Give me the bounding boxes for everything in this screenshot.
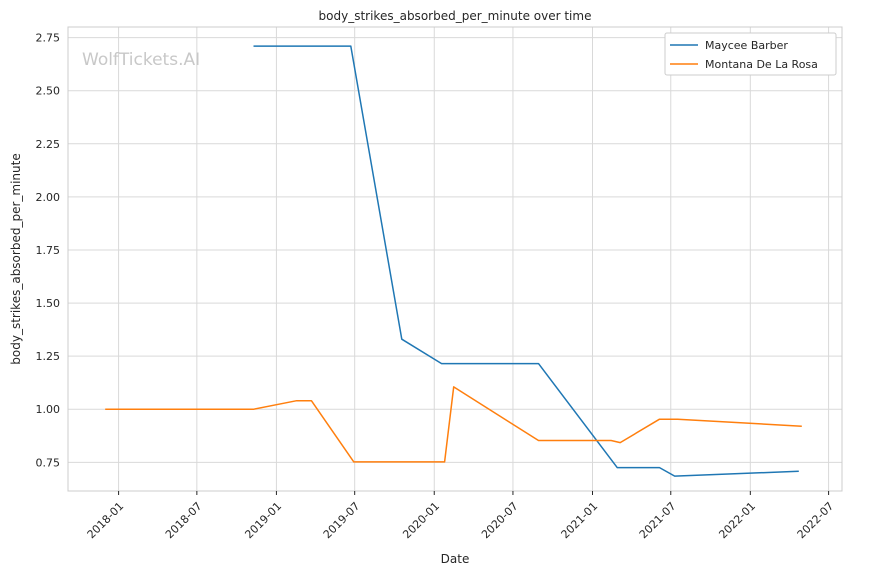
y-tick-label: 1.75	[36, 244, 61, 257]
x-tick-label: 2019-01	[242, 500, 284, 542]
y-tick-label: 1.00	[36, 403, 61, 416]
y-tick-label: 0.75	[36, 456, 61, 469]
series-line-maycee-barber	[253, 45, 799, 477]
x-tick-label: 2019-07	[321, 500, 363, 542]
series-layer	[105, 45, 802, 477]
x-tick-label: 2018-01	[85, 500, 127, 542]
legend-label-montana-de-la-rosa: Montana De La Rosa	[705, 58, 818, 71]
x-tick-label: 2018-07	[163, 500, 205, 542]
y-tick-label: 2.00	[36, 191, 61, 204]
plot-frame	[67, 26, 843, 492]
legend: Maycee Barber Montana De La Rosa	[664, 32, 837, 76]
x-tick-label: 2020-07	[479, 500, 521, 542]
y-tick-label: 2.50	[36, 85, 61, 98]
series-line-montana-de-la-rosa	[105, 386, 802, 463]
y-tick-label: 1.25	[36, 350, 61, 363]
x-tick-label: 2022-01	[716, 500, 758, 542]
x-tick-label: 2022-07	[795, 500, 837, 542]
x-axis-ticks: 2018-01 2018-07 2019-01 2019-07 2020-01 2020-…	[85, 491, 837, 542]
y-tick-label: 2.75	[36, 32, 61, 45]
y-axis-ticks: 0.75 1.00 1.25 1.50 1.75 2.00 2.25 2.50 2.75	[36, 32, 61, 470]
watermark-text: WolfTickets.AI	[82, 50, 200, 70]
y-tick-label: 2.25	[36, 138, 61, 151]
x-tick-label: 2021-07	[637, 500, 679, 542]
chart-title: body_strikes_absorbed_per_minute over ti…	[319, 9, 592, 23]
legend-box	[664, 32, 837, 76]
y-axis-label: body_strikes_absorbed_per_minute	[9, 153, 23, 364]
x-axis-label: Date	[441, 552, 470, 566]
y-tick-label: 1.50	[36, 297, 61, 310]
x-tick-label: 2021-01	[559, 500, 601, 542]
legend-label-maycee-barber: Maycee Barber	[705, 39, 788, 52]
x-tick-label: 2020-01	[400, 500, 442, 542]
